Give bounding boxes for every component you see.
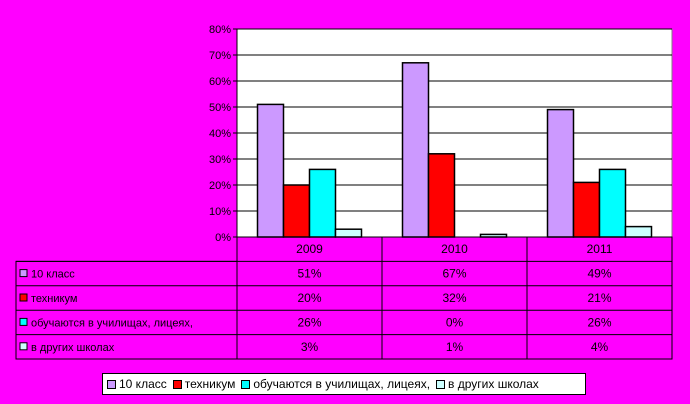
legend-item: обучаются в училищах, лицеях,: [241, 377, 430, 391]
bar: [334, 228, 363, 238]
y-tick-label: 80%: [209, 24, 231, 36]
table-row-swatch: [19, 269, 28, 278]
bar: [401, 62, 430, 238]
table-value-cell: 3%: [301, 340, 319, 354]
y-tick-label: 10%: [209, 206, 231, 218]
legend-item: в других школах: [436, 377, 539, 391]
legend-item: 10 класс: [107, 377, 167, 391]
y-tick-label: 70%: [209, 50, 231, 62]
y-tick-label: 40%: [209, 128, 231, 140]
table-row-swatch: [19, 293, 28, 302]
bar: [624, 225, 653, 238]
table-value-cell: 32%: [442, 291, 466, 305]
table-value-cell: 67%: [442, 267, 466, 281]
legend-swatch: [107, 379, 116, 389]
bar: [546, 108, 575, 238]
bar: [308, 168, 337, 238]
legend: 10 класс техникум обучаются в училищах, …: [102, 373, 586, 395]
y-tick-label: 0%: [215, 232, 231, 244]
table-value-cell: 49%: [587, 267, 611, 281]
table-value-cell: 26%: [587, 315, 611, 329]
table-value-cell: 26%: [297, 315, 321, 329]
table-value-cell: 21%: [587, 291, 611, 305]
table-value-cell: 4%: [591, 340, 609, 354]
table-value-cell: 20%: [297, 291, 321, 305]
table-value-cell: 51%: [297, 267, 321, 281]
bar: [598, 168, 627, 238]
table-row-label: в других школах: [31, 342, 115, 354]
bar: [427, 153, 456, 238]
table-header-cell: 2009: [296, 242, 323, 256]
legend-item: техникум: [172, 377, 236, 391]
table-value-frame: [236, 236, 673, 360]
legend-label: техникум: [184, 377, 236, 391]
legend-swatch: [172, 379, 182, 389]
legend-swatch: [436, 379, 446, 389]
table-row-label: 10 класс: [31, 269, 75, 281]
legend-label: обучаются в училищах, лицеях,: [253, 377, 431, 391]
legend-label: 10 класс: [119, 377, 167, 391]
y-tick-label: 50%: [209, 102, 231, 114]
y-tick-label: 20%: [209, 180, 231, 192]
table-value-cell: 0%: [446, 315, 464, 329]
bar: [256, 103, 285, 238]
table-value-cell: 1%: [446, 340, 464, 354]
data-table: 2009 2010 2011 10 класс 51% 67% 49% техникум 20%…: [15, 236, 673, 360]
legend-swatch: [241, 379, 251, 389]
bar: [282, 184, 311, 238]
table-row-swatch: [19, 317, 28, 326]
legend-label: в других школах: [448, 377, 539, 391]
bar: [572, 181, 601, 238]
table-header-cell: 2010: [441, 242, 468, 256]
table-row-label: обучаются в училищах, лицеях,: [31, 317, 193, 329]
y-tick-label: 30%: [209, 154, 231, 166]
table-row-swatch: [19, 342, 28, 351]
bars: [256, 62, 653, 238]
table-row-label: техникум: [31, 293, 77, 305]
table-header-cell: 2011: [587, 242, 613, 256]
y-tick-label: 60%: [209, 76, 231, 88]
